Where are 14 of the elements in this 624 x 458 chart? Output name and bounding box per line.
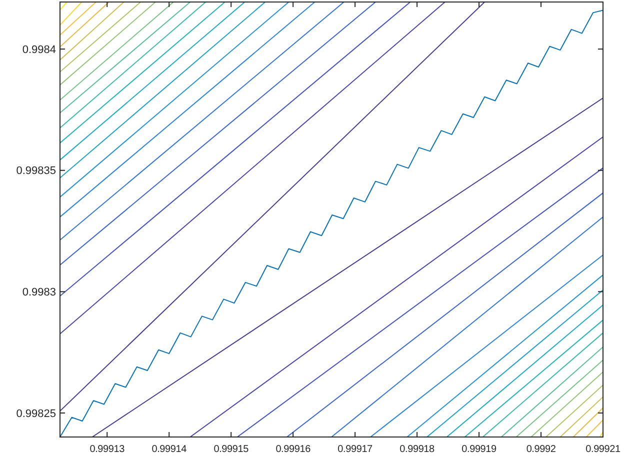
y-tick-label: 0.99835: [16, 165, 56, 178]
x-tick-label: 0.99916: [276, 444, 312, 455]
x-tick-label: 0.9992: [526, 444, 556, 455]
x-tick-label: 0.99915: [214, 444, 250, 455]
x-tick-label: 0.99914: [152, 444, 188, 455]
line-series: [60, 10, 603, 437]
x-tick-label: 0.99919: [462, 444, 498, 455]
x-tick-label: 0.99918: [400, 444, 436, 455]
y-tick-label: 0.9984: [22, 44, 56, 56]
y-tick-label: 0.9983: [22, 286, 56, 299]
x-tick-label: 0.99921: [586, 444, 622, 455]
y-tick-label: 0.99825: [16, 408, 56, 420]
x-tick-label: 0.99913: [90, 444, 126, 455]
x-tick-label: 0.99917: [338, 444, 374, 455]
